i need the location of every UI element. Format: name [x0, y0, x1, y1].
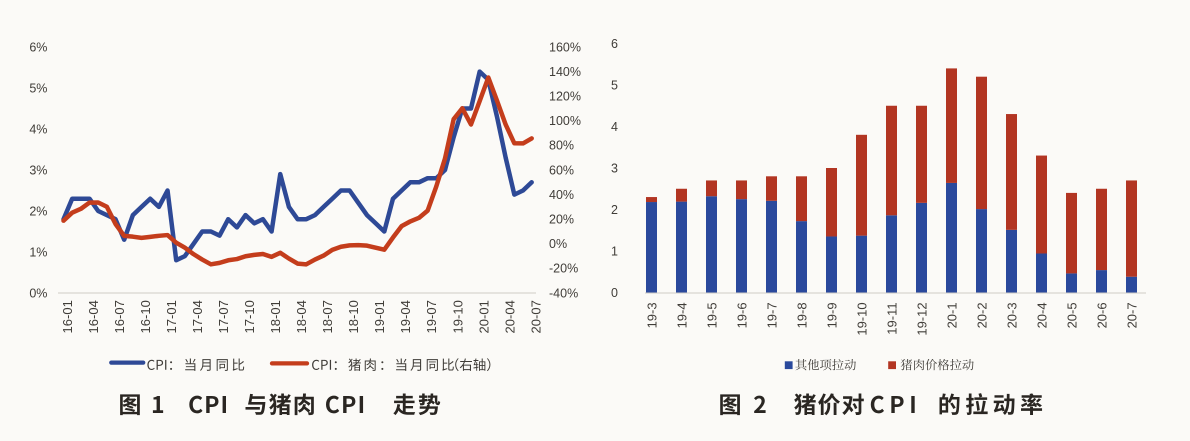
- svg-text:6%: 6%: [29, 40, 47, 54]
- svg-text:19-11: 19-11: [884, 302, 899, 334]
- svg-text:20-3: 20-3: [1004, 302, 1019, 328]
- svg-text:19-01: 19-01: [372, 300, 387, 333]
- svg-text:20-6: 20-6: [1094, 302, 1109, 328]
- svg-text:80%: 80%: [549, 139, 574, 153]
- svg-text:1%: 1%: [29, 245, 47, 259]
- svg-text:100%: 100%: [549, 114, 581, 128]
- svg-text:17-10: 17-10: [242, 300, 257, 333]
- svg-text:3%: 3%: [29, 163, 47, 177]
- svg-text:20-04: 20-04: [502, 300, 517, 333]
- svg-text:40%: 40%: [549, 188, 574, 202]
- svg-text:20-5: 20-5: [1064, 302, 1079, 328]
- svg-text:19-8: 19-8: [794, 302, 809, 328]
- svg-text:3: 3: [611, 161, 618, 175]
- svg-text:0: 0: [611, 286, 618, 300]
- svg-text:19-7: 19-7: [764, 302, 779, 328]
- svg-text:4: 4: [611, 120, 618, 134]
- svg-text:19-07: 19-07: [424, 300, 439, 333]
- svg-text:19-5: 19-5: [704, 302, 719, 328]
- svg-text:20-7: 20-7: [1124, 302, 1139, 328]
- svg-text:19-04: 19-04: [398, 300, 413, 333]
- svg-text:19-10: 19-10: [854, 302, 869, 335]
- svg-text:19-12: 19-12: [914, 302, 929, 335]
- svg-text:18-07: 18-07: [320, 300, 335, 333]
- svg-text:6: 6: [611, 37, 618, 51]
- svg-text:20-4: 20-4: [1034, 302, 1049, 328]
- svg-text:17-07: 17-07: [216, 300, 231, 333]
- svg-text:140%: 140%: [549, 65, 581, 79]
- svg-text:160%: 160%: [549, 40, 581, 54]
- svg-text:0%: 0%: [549, 237, 567, 251]
- svg-text:16-01: 16-01: [60, 300, 75, 333]
- svg-text:19-3: 19-3: [644, 302, 659, 328]
- svg-text:18-01: 18-01: [268, 300, 283, 333]
- svg-text:19-9: 19-9: [824, 302, 839, 328]
- svg-text:60%: 60%: [549, 163, 574, 177]
- svg-text:20-01: 20-01: [476, 300, 491, 333]
- svg-text:20-1: 20-1: [944, 302, 959, 328]
- svg-text:5: 5: [611, 78, 618, 92]
- svg-text:4%: 4%: [29, 122, 47, 136]
- svg-text:2%: 2%: [29, 204, 47, 218]
- svg-text:16-10: 16-10: [138, 300, 153, 333]
- svg-text:5%: 5%: [29, 81, 47, 95]
- svg-text:2: 2: [611, 203, 618, 217]
- svg-text:19-6: 19-6: [734, 302, 749, 328]
- svg-text:18-04: 18-04: [294, 300, 309, 333]
- svg-text:20-2: 20-2: [974, 302, 989, 328]
- svg-text:17-01: 17-01: [164, 300, 179, 333]
- svg-text:19-4: 19-4: [674, 302, 689, 328]
- svg-text:120%: 120%: [549, 90, 581, 104]
- svg-text:-20%: -20%: [549, 262, 578, 276]
- svg-text:17-04: 17-04: [190, 300, 205, 333]
- svg-text:20-07: 20-07: [528, 300, 543, 333]
- svg-text:-40%: -40%: [549, 286, 578, 300]
- svg-text:19-10: 19-10: [450, 300, 465, 333]
- svg-text:16-07: 16-07: [112, 300, 127, 333]
- svg-text:16-04: 16-04: [86, 300, 101, 333]
- svg-text:20%: 20%: [549, 213, 574, 227]
- svg-text:1: 1: [611, 244, 618, 258]
- svg-text:0%: 0%: [29, 286, 47, 300]
- svg-text:18-10: 18-10: [346, 300, 361, 333]
